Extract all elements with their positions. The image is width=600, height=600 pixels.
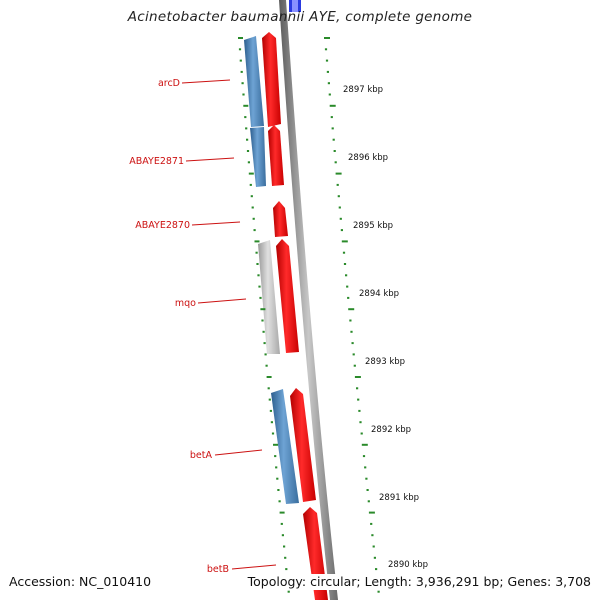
gene-arrow-abaye2871-forward xyxy=(268,125,284,186)
tick-label: 2894 kbp xyxy=(359,289,399,299)
tick-label: 2897 kbp xyxy=(343,85,383,95)
genome-summary-text: Topology: circular; Length: 3,936,291 bp… xyxy=(247,574,591,590)
right-scale-ticks xyxy=(324,37,383,593)
tick-label: 2895 kbp xyxy=(353,221,393,231)
gene-block-mqo-reverse xyxy=(258,240,280,354)
feature-top-segment-highlight xyxy=(292,0,298,12)
gene-leader-line xyxy=(185,157,235,162)
tick-label: 2896 kbp xyxy=(348,153,388,163)
tick-label: 2891 kbp xyxy=(379,493,419,503)
left-scale-ticks xyxy=(238,37,292,593)
gene-leader-line xyxy=(214,449,263,456)
gene-labels: arcD ABAYE2871 ABAYE2870 mqo betA betB xyxy=(129,78,277,575)
gene-label-mqo[interactable]: mqo xyxy=(175,298,196,309)
backbone-band xyxy=(279,0,338,600)
genome-backbone xyxy=(279,0,338,600)
tick-label: 2890 kbp xyxy=(388,560,428,570)
coordinate-labels: 2897 kbp 2896 kbp 2895 kbp 2894 kbp 2893… xyxy=(343,85,428,570)
gene-arrow-abaye2870-forward xyxy=(273,201,288,237)
gene-label-abaye2871[interactable]: ABAYE2871 xyxy=(129,156,184,167)
gene-label-arcd[interactable]: arcD xyxy=(158,78,180,89)
gene-leader-line xyxy=(197,298,247,304)
gene-arrow-mqo-forward xyxy=(276,239,299,353)
gene-arrow-arcd-forward xyxy=(262,32,281,127)
tick-label: 2893 kbp xyxy=(365,357,405,367)
gene-block-abaye2871-reverse xyxy=(250,127,266,187)
tick-label: 2892 kbp xyxy=(371,425,411,435)
gene-label-abaye2870[interactable]: ABAYE2870 xyxy=(135,220,190,231)
gene-arrow-beta-forward xyxy=(290,388,316,502)
gene-leader-line xyxy=(191,221,241,226)
gene-leader-line xyxy=(181,79,231,84)
gene-block-arcd-reverse xyxy=(244,36,264,127)
accession-text: Accession: NC_010410 xyxy=(9,574,152,590)
gene-block-beta-reverse xyxy=(271,389,299,504)
gene-label-beta[interactable]: betA xyxy=(190,450,213,461)
gene-leader-line xyxy=(231,564,277,570)
gene-label-betb[interactable]: betB xyxy=(207,564,229,575)
gene-blocks xyxy=(244,32,328,600)
map-title: Acinetobacter baumannii AYE, complete ge… xyxy=(127,9,473,25)
